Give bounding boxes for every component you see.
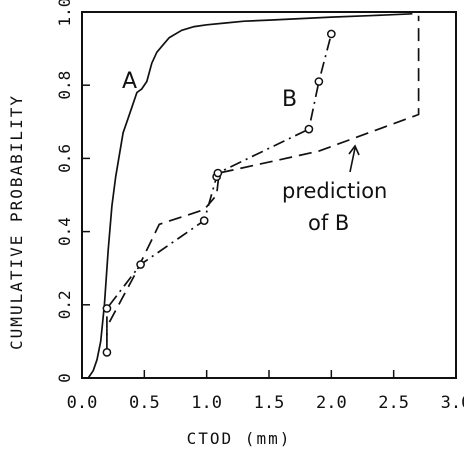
y-tick-label: 0.8 bbox=[55, 71, 74, 100]
series-point bbox=[136, 260, 145, 269]
series-point bbox=[102, 348, 112, 357]
series-point bbox=[102, 304, 112, 313]
series-point bbox=[199, 216, 209, 225]
x-tick-label: 1.0 bbox=[191, 393, 222, 413]
y-tick-label: 0.6 bbox=[55, 144, 74, 173]
annotation-prediction-line2: of B bbox=[308, 211, 349, 235]
y-tick-label: 0.2 bbox=[55, 290, 74, 319]
series-line-2 bbox=[106, 15, 420, 342]
y-axis-label: CUMULATIVE PROBABILITY bbox=[7, 94, 26, 350]
y-tick-label: 0 bbox=[55, 373, 74, 383]
annotation-b: B bbox=[282, 87, 297, 112]
y-tick-label: 0.4 bbox=[55, 217, 74, 246]
x-tick-label: 0.0 bbox=[67, 393, 98, 413]
series-point bbox=[314, 77, 324, 86]
series-point bbox=[213, 168, 223, 178]
series-point bbox=[304, 124, 314, 134]
annotation-prediction-line1: prediction bbox=[282, 179, 387, 203]
x-tick-label: 3.0 bbox=[441, 393, 464, 413]
x-tick-label: 2.0 bbox=[316, 393, 347, 413]
x-axis-ticks: 0.0 0.5 1.0 1.5 2.0 2.5 3.0 bbox=[67, 370, 464, 413]
y-tick-label: 1.0 bbox=[55, 0, 74, 26]
annotation-arrow bbox=[348, 144, 360, 173]
x-tick-label: 0.5 bbox=[129, 393, 160, 413]
series-point bbox=[326, 29, 336, 39]
series-line-0 bbox=[87, 12, 413, 379]
x-tick-label: 1.5 bbox=[254, 393, 285, 413]
x-axis-label: CTOD (mm) bbox=[187, 429, 292, 448]
annotation-a: A bbox=[122, 69, 137, 94]
x-tick-label: 2.5 bbox=[378, 393, 409, 413]
y-axis-ticks: 0 0.2 0.4 0.6 0.8 1.0 bbox=[55, 0, 90, 383]
markers-layer bbox=[102, 29, 336, 357]
plot-frame bbox=[81, 11, 457, 379]
